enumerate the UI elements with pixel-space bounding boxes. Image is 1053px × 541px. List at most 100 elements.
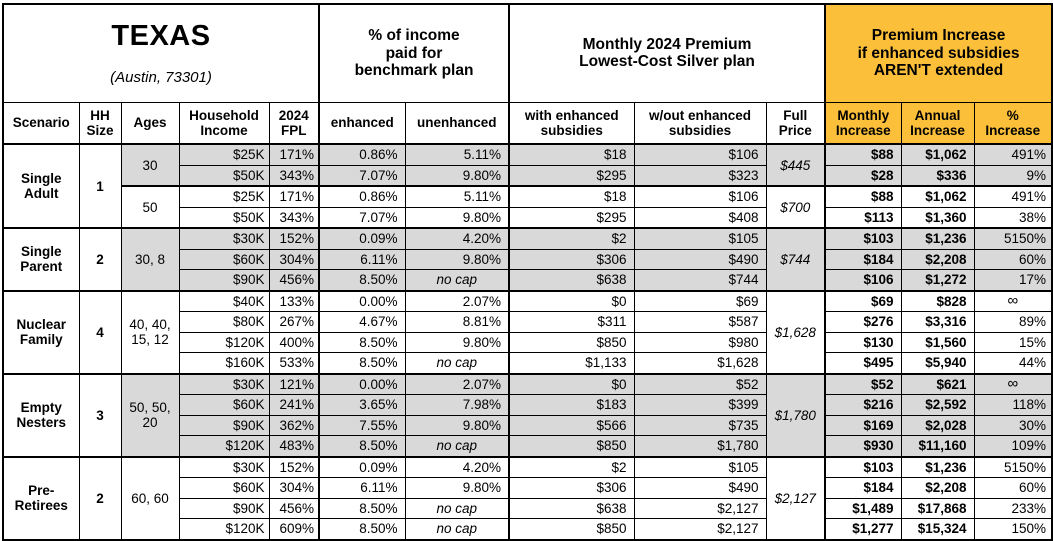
cell-scenario: Empty Nesters	[2, 372, 80, 458]
cell-fpl: 343%	[268, 164, 320, 187]
cell-unenhanced: 5.11%	[404, 185, 510, 208]
cell-income: $90K	[178, 497, 270, 520]
cell-hh: 2	[78, 455, 122, 541]
cell-annual: $15,324	[900, 518, 975, 541]
cell-fpl: 133%	[268, 289, 320, 313]
cell-enhanced: 0.00%	[318, 289, 406, 313]
cell-income: $160K	[178, 352, 270, 375]
cell-with_subsidies: $295	[508, 206, 635, 229]
cell-enhanced: 4.67%	[318, 311, 406, 333]
cell-income: $30K	[178, 372, 270, 396]
cell-monthly: $1,277	[824, 518, 902, 541]
col-header-full-price: Full Price	[765, 101, 826, 146]
cell-wout_subsidies: $490	[633, 248, 767, 271]
col-header-ages: Ages	[120, 101, 180, 146]
header-premium-group: Monthly 2024 Premium Lowest-Cost Silver …	[508, 3, 826, 103]
cell-wout_subsidies: $399	[633, 394, 767, 416]
cell-pct: 491%	[973, 185, 1053, 208]
cell-enhanced: 8.50%	[318, 352, 406, 375]
cell-hh: 1	[78, 143, 122, 229]
cell-wout_subsidies: $1,628	[633, 352, 767, 375]
cell-wout_subsidies: $105	[633, 455, 767, 479]
cell-pct: 60%	[973, 477, 1053, 499]
cell-annual: $2,208	[900, 477, 975, 499]
cell-fpl: 241%	[268, 394, 320, 416]
cell-pct: 30%	[973, 414, 1053, 437]
cell-annual: $828	[900, 289, 975, 313]
cell-unenhanced: no cap	[404, 352, 510, 375]
cell-income: $25K	[178, 185, 270, 208]
cell-income: $30K	[178, 227, 270, 250]
cell-enhanced: 8.50%	[318, 497, 406, 520]
cell-enhanced: 8.50%	[318, 518, 406, 541]
cell-wout_subsidies: $69	[633, 289, 767, 313]
cell-ages: 40, 40, 15, 12	[120, 289, 180, 375]
cell-unenhanced: 9.80%	[404, 477, 510, 499]
cell-enhanced: 0.86%	[318, 185, 406, 208]
table-row: $60K 304% 6.11% 9.80% $306 $490 $184 $2,208 60%	[3, 477, 1053, 499]
table-body: Single Adult 1 30 $25K 171% 0.86% 5.11% $18 $106…	[2, 143, 1053, 541]
cell-unenhanced: 9.80%	[404, 331, 510, 354]
table-row: $50K 343% 7.07% 9.80% $295 $323 $28 $336 9%	[3, 164, 1053, 187]
cell-pct: 89%	[973, 311, 1053, 333]
table-row: $90K 362% 7.55% 9.80% $566 $735 $169 $2,028 30%	[3, 414, 1053, 437]
cell-scenario: Nuclear Family	[2, 289, 80, 375]
cell-pct: 9%	[973, 164, 1053, 187]
cell-fpl: 171%	[268, 143, 320, 166]
cell-income: $80K	[178, 311, 270, 333]
cell-income: $25K	[178, 143, 270, 166]
cell-annual: $2,028	[900, 414, 975, 437]
cell-wout_subsidies: $490	[633, 477, 767, 499]
cell-income: $60K	[178, 394, 270, 416]
cell-pct: 233%	[973, 497, 1053, 520]
cell-unenhanced: 4.20%	[404, 455, 510, 479]
cell-enhanced: 0.00%	[318, 372, 406, 396]
cell-annual: $11,160	[900, 435, 975, 458]
cell-with_subsidies: $850	[508, 518, 635, 541]
cell-fpl: 304%	[268, 477, 320, 499]
col-header-enhanced: enhanced	[318, 101, 406, 146]
cell-monthly: $113	[824, 206, 902, 229]
cell-scenario: Single Adult	[2, 143, 80, 229]
col-header-household-income: Household Income	[178, 101, 270, 146]
cell-unenhanced: no cap	[404, 269, 510, 292]
cell-full_price: $1,628	[765, 289, 826, 375]
col-header-2024-fpl: 2024 FPL	[268, 101, 320, 146]
cell-wout_subsidies: $106	[633, 143, 767, 166]
cell-annual: $1,560	[900, 331, 975, 354]
cell-scenario: Single Parent	[2, 227, 80, 292]
cell-monthly: $88	[824, 143, 902, 166]
cell-annual: $1,236	[900, 455, 975, 479]
cell-ages: 50	[120, 185, 180, 229]
cell-with_subsidies: $0	[508, 289, 635, 313]
cell-monthly: $103	[824, 455, 902, 479]
cell-annual: $1,272	[900, 269, 975, 292]
cell-wout_subsidies: $587	[633, 311, 767, 333]
table-row: $60K 304% 6.11% 9.80% $306 $490 $184 $2,208 60%	[3, 248, 1053, 271]
cell-enhanced: 7.55%	[318, 414, 406, 437]
cell-enhanced: 0.09%	[318, 455, 406, 479]
cell-pct: 5150%	[973, 227, 1053, 250]
cell-wout_subsidies: $2,127	[633, 497, 767, 520]
cell-fpl: 267%	[268, 311, 320, 333]
cell-hh: 2	[78, 227, 122, 292]
cell-enhanced: 3.65%	[318, 394, 406, 416]
cell-ages: 60, 60	[120, 455, 180, 541]
cell-ages: 30, 8	[120, 227, 180, 292]
cell-annual: $2,592	[900, 394, 975, 416]
cell-fpl: 152%	[268, 455, 320, 479]
table-group-header-row: TEXAS (Austin, 73301) % of income paid f…	[2, 3, 1053, 103]
cell-with_subsidies: $183	[508, 394, 635, 416]
cell-annual: $621	[900, 372, 975, 396]
cell-unenhanced: 8.81%	[404, 311, 510, 333]
cell-scenario: Pre- Retirees	[2, 455, 80, 541]
cell-income: $50K	[178, 206, 270, 229]
page-subtitle: (Austin, 73301)	[110, 68, 212, 86]
col-header-wout-enhanced-subsidies: w/out enhanced subsidies	[633, 101, 767, 146]
cell-with_subsidies: $850	[508, 435, 635, 458]
cell-ages: 50, 50, 20	[120, 372, 180, 458]
col-header-hh-size: HH Size	[78, 101, 122, 146]
col-header-monthly-increase: Monthly Increase	[824, 101, 902, 146]
cell-monthly: $216	[824, 394, 902, 416]
